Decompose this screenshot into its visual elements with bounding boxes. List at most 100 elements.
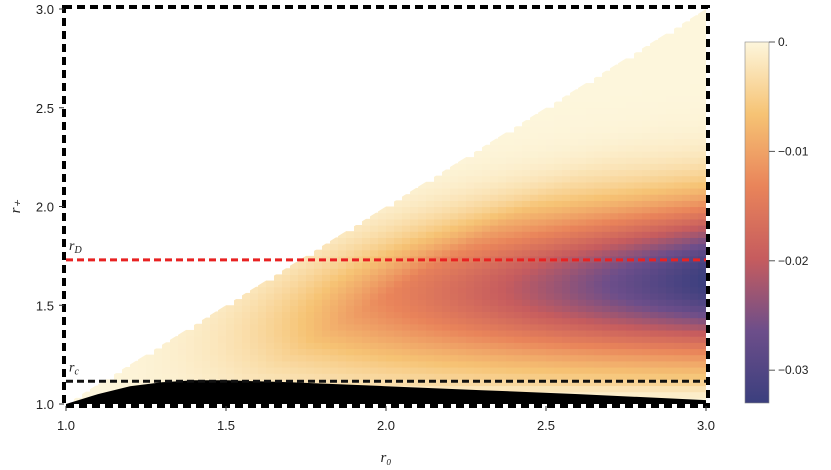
heatmap-cell xyxy=(402,336,411,343)
heatmap-cell xyxy=(578,175,587,183)
heatmap-cell xyxy=(434,360,443,368)
heatmap-cell xyxy=(578,107,587,115)
heatmap-cell xyxy=(370,225,379,232)
heatmap-cell xyxy=(562,336,571,343)
heatmap-cell xyxy=(250,342,259,350)
heatmap-cell xyxy=(570,342,579,350)
heatmap-cell xyxy=(666,157,675,164)
heatmap-cell xyxy=(586,237,595,245)
heatmap-cell xyxy=(522,225,531,232)
heatmap-cell xyxy=(522,212,531,220)
heatmap-cell xyxy=(514,150,523,158)
heatmap-cell xyxy=(394,329,403,337)
heatmap-cell xyxy=(378,225,387,232)
heatmap-cell xyxy=(682,187,691,195)
heatmap-cell xyxy=(418,200,427,208)
heatmap-cell xyxy=(202,336,211,343)
heatmap-cell xyxy=(666,113,675,121)
heatmap-cell xyxy=(642,175,651,183)
heatmap-cell xyxy=(346,336,355,343)
heatmap-cell xyxy=(610,225,619,232)
heatmap-cell xyxy=(618,323,627,331)
heatmap-cell xyxy=(538,218,547,226)
heatmap-cell xyxy=(410,255,419,263)
heatmap-cell xyxy=(458,336,467,343)
heatmap-cell xyxy=(386,280,395,288)
heatmap-cell xyxy=(642,76,651,84)
heatmap-cell xyxy=(666,76,675,84)
heatmap-cell xyxy=(370,218,379,226)
heatmap-cell xyxy=(298,317,307,325)
heatmap-cell xyxy=(674,262,683,269)
heatmap-cell xyxy=(282,329,291,337)
heatmap-cell xyxy=(658,187,667,195)
heatmap-cell xyxy=(650,212,659,220)
heatmap-cell xyxy=(690,52,699,59)
heatmap-cell xyxy=(394,280,403,288)
heatmap-cell xyxy=(658,237,667,245)
heatmap-cell xyxy=(402,360,411,368)
y-tick-label: 2.5 xyxy=(36,101,54,116)
heatmap-cell xyxy=(578,317,587,325)
heatmap-cell xyxy=(538,299,547,306)
heatmap-cell xyxy=(578,342,587,350)
heatmap-cell xyxy=(610,292,619,300)
heatmap-cell xyxy=(538,107,547,115)
heatmap-cell xyxy=(650,52,659,59)
heatmap-cell xyxy=(554,274,563,282)
heatmap-cell xyxy=(466,336,475,343)
heatmap-cell xyxy=(402,323,411,331)
heatmap-cell xyxy=(450,366,459,374)
heatmap-cell xyxy=(178,366,187,374)
heatmap-cell xyxy=(338,366,347,374)
heatmap-cell xyxy=(698,212,706,220)
heatmap-cell xyxy=(594,138,603,146)
heatmap-cell xyxy=(378,212,387,220)
heatmap-cell xyxy=(618,163,627,171)
heatmap-cell xyxy=(498,329,507,337)
heatmap-cell xyxy=(266,329,275,337)
heatmap-cell xyxy=(634,286,643,294)
heatmap-cell xyxy=(698,391,706,399)
heatmap-cell xyxy=(602,76,611,84)
heatmap-cell xyxy=(498,200,507,208)
heatmap-cell xyxy=(458,206,467,214)
heatmap-cell xyxy=(650,323,659,331)
heatmap-cell xyxy=(602,101,611,109)
heatmap-cell xyxy=(690,101,699,109)
heatmap-cell xyxy=(482,218,491,226)
heatmap-cell xyxy=(314,317,323,325)
heatmap-cell xyxy=(282,342,291,350)
heatmap-cell xyxy=(106,385,115,393)
heatmap-cell xyxy=(90,391,99,399)
heatmap-cell xyxy=(674,200,683,208)
heatmap-cell xyxy=(450,323,459,331)
heatmap-cell xyxy=(610,107,619,115)
heatmap-cell xyxy=(218,342,227,350)
heatmap-cell xyxy=(594,373,603,380)
heatmap-cell xyxy=(490,138,499,146)
heatmap-cell xyxy=(674,268,683,275)
heatmap-cell xyxy=(474,317,483,325)
heatmap-cell xyxy=(674,218,683,226)
heatmap-cell xyxy=(538,323,547,331)
heatmap-cell xyxy=(634,292,643,300)
heatmap-cell xyxy=(682,33,691,41)
heatmap-cell xyxy=(434,225,443,232)
heatmap-cell xyxy=(490,255,499,263)
heatmap-cell xyxy=(522,249,531,257)
heatmap-cell xyxy=(474,286,483,294)
heatmap-cell xyxy=(570,175,579,183)
heatmap-cell xyxy=(378,274,387,282)
heatmap-cell xyxy=(338,292,347,300)
heatmap-cell xyxy=(666,385,675,393)
heatmap-cell xyxy=(394,311,403,319)
heatmap-cell xyxy=(386,231,395,238)
heatmap-cell xyxy=(330,305,339,313)
heatmap-cell xyxy=(514,218,523,226)
y-axis: 1.01.52.02.53.0 xyxy=(36,2,64,412)
heatmap-cell xyxy=(306,274,315,282)
heatmap-cell xyxy=(618,354,627,362)
heatmap-cell xyxy=(266,317,275,325)
heatmap-cell xyxy=(602,262,611,269)
